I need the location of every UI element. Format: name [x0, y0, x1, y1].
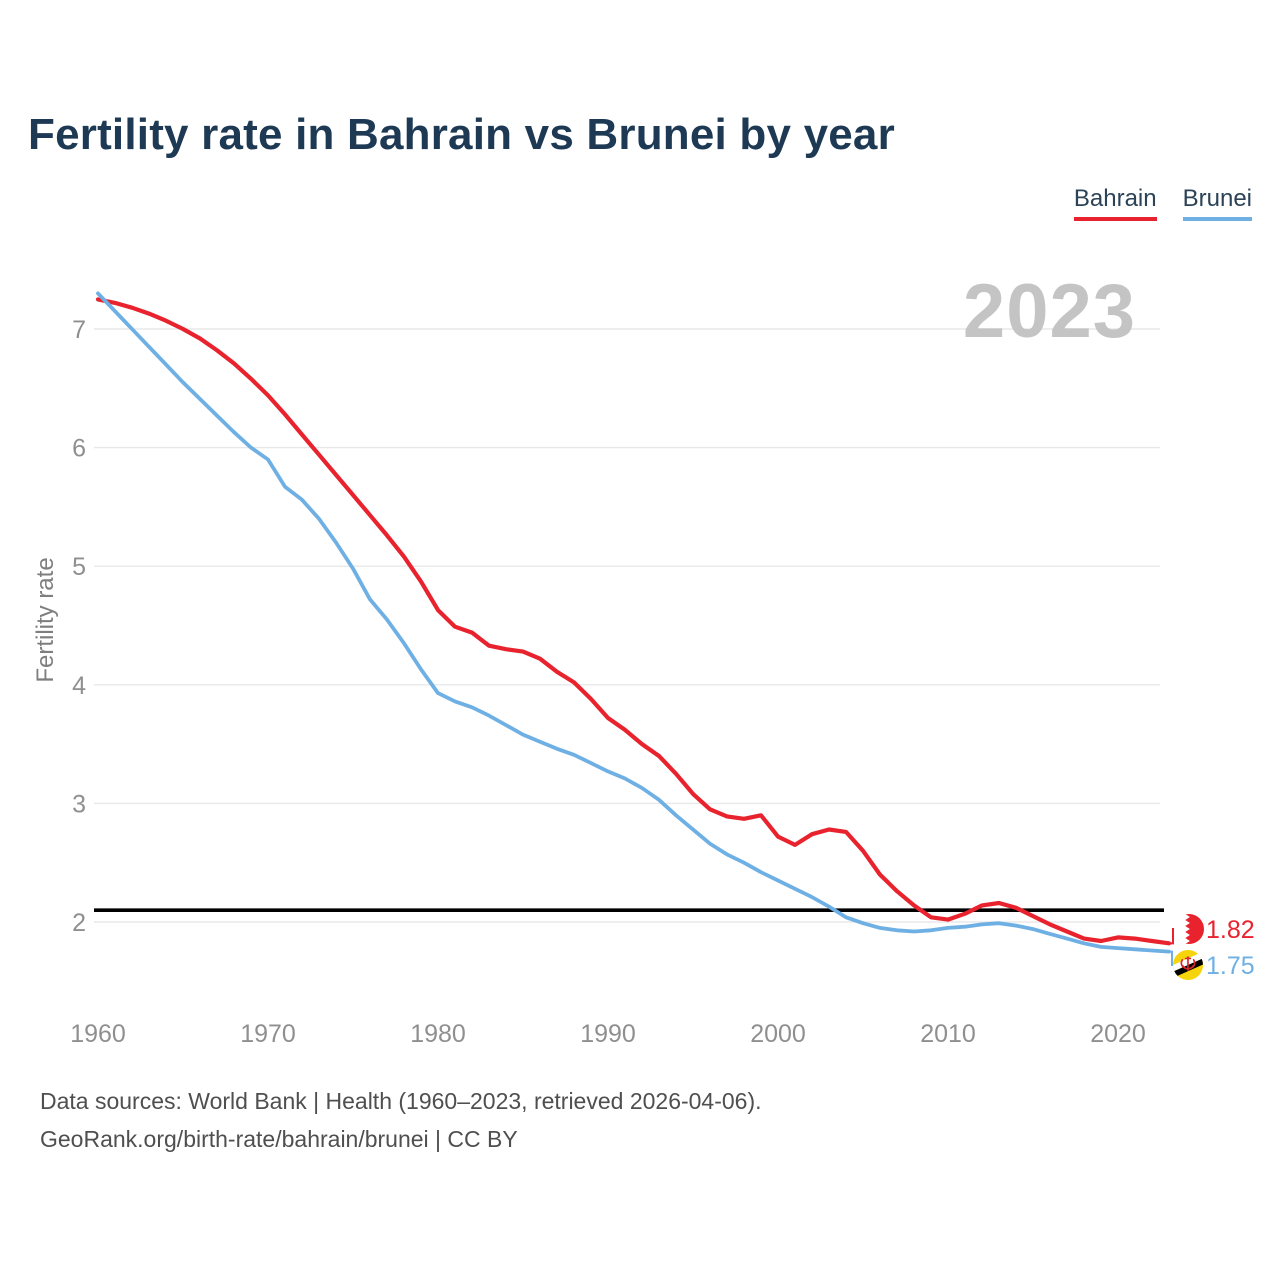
- x-tick-label-2010: 2010: [920, 1020, 976, 1048]
- year-watermark: 2023: [962, 269, 1136, 354]
- end-value-brunei: 1.75: [1206, 952, 1255, 980]
- x-tick-label-1970: 1970: [240, 1020, 296, 1048]
- series-line-brunei[interactable]: [96, 291, 1171, 954]
- x-tick-label-1990: 1990: [580, 1020, 636, 1048]
- footer-sources-line: Data sources: World Bank | Health (1960–…: [40, 1088, 762, 1114]
- y-tick-label-3: 3: [72, 790, 86, 818]
- legend-item-brunei[interactable]: Brunei: [1182, 185, 1252, 221]
- bahrain-flag-icon: [1174, 914, 1204, 944]
- x-tick-label-2020: 2020: [1090, 1020, 1146, 1048]
- legend-item-bahrain[interactable]: Bahrain: [1073, 185, 1157, 221]
- y-tick-label-2: 2: [72, 909, 86, 937]
- x-tick-label-1980: 1980: [410, 1020, 466, 1048]
- end-value-bahrain: 1.82: [1206, 916, 1255, 944]
- brunei-flag-icon: [1173, 950, 1203, 980]
- y-tick-label-7: 7: [72, 316, 86, 344]
- legend: Bahrain Brunei: [1073, 185, 1252, 221]
- y-tick-label-6: 6: [72, 435, 86, 463]
- x-tick-label-2000: 2000: [750, 1020, 806, 1048]
- footer: Data sources: World Bank | Health (1960–…: [40, 1082, 762, 1158]
- y-tick-label-4: 4: [72, 672, 86, 700]
- x-tick-label-1960: 1960: [70, 1020, 126, 1048]
- footer-attribution-line: GeoRank.org/birth-rate/bahrain/brunei | …: [40, 1126, 518, 1152]
- y-axis-title: Fertility rate: [32, 557, 59, 683]
- chart-title: Fertility rate in Bahrain vs Brunei by y…: [28, 110, 895, 159]
- series-line-bahrain[interactable]: [95, 297, 1172, 946]
- y-tick-label-5: 5: [72, 553, 86, 581]
